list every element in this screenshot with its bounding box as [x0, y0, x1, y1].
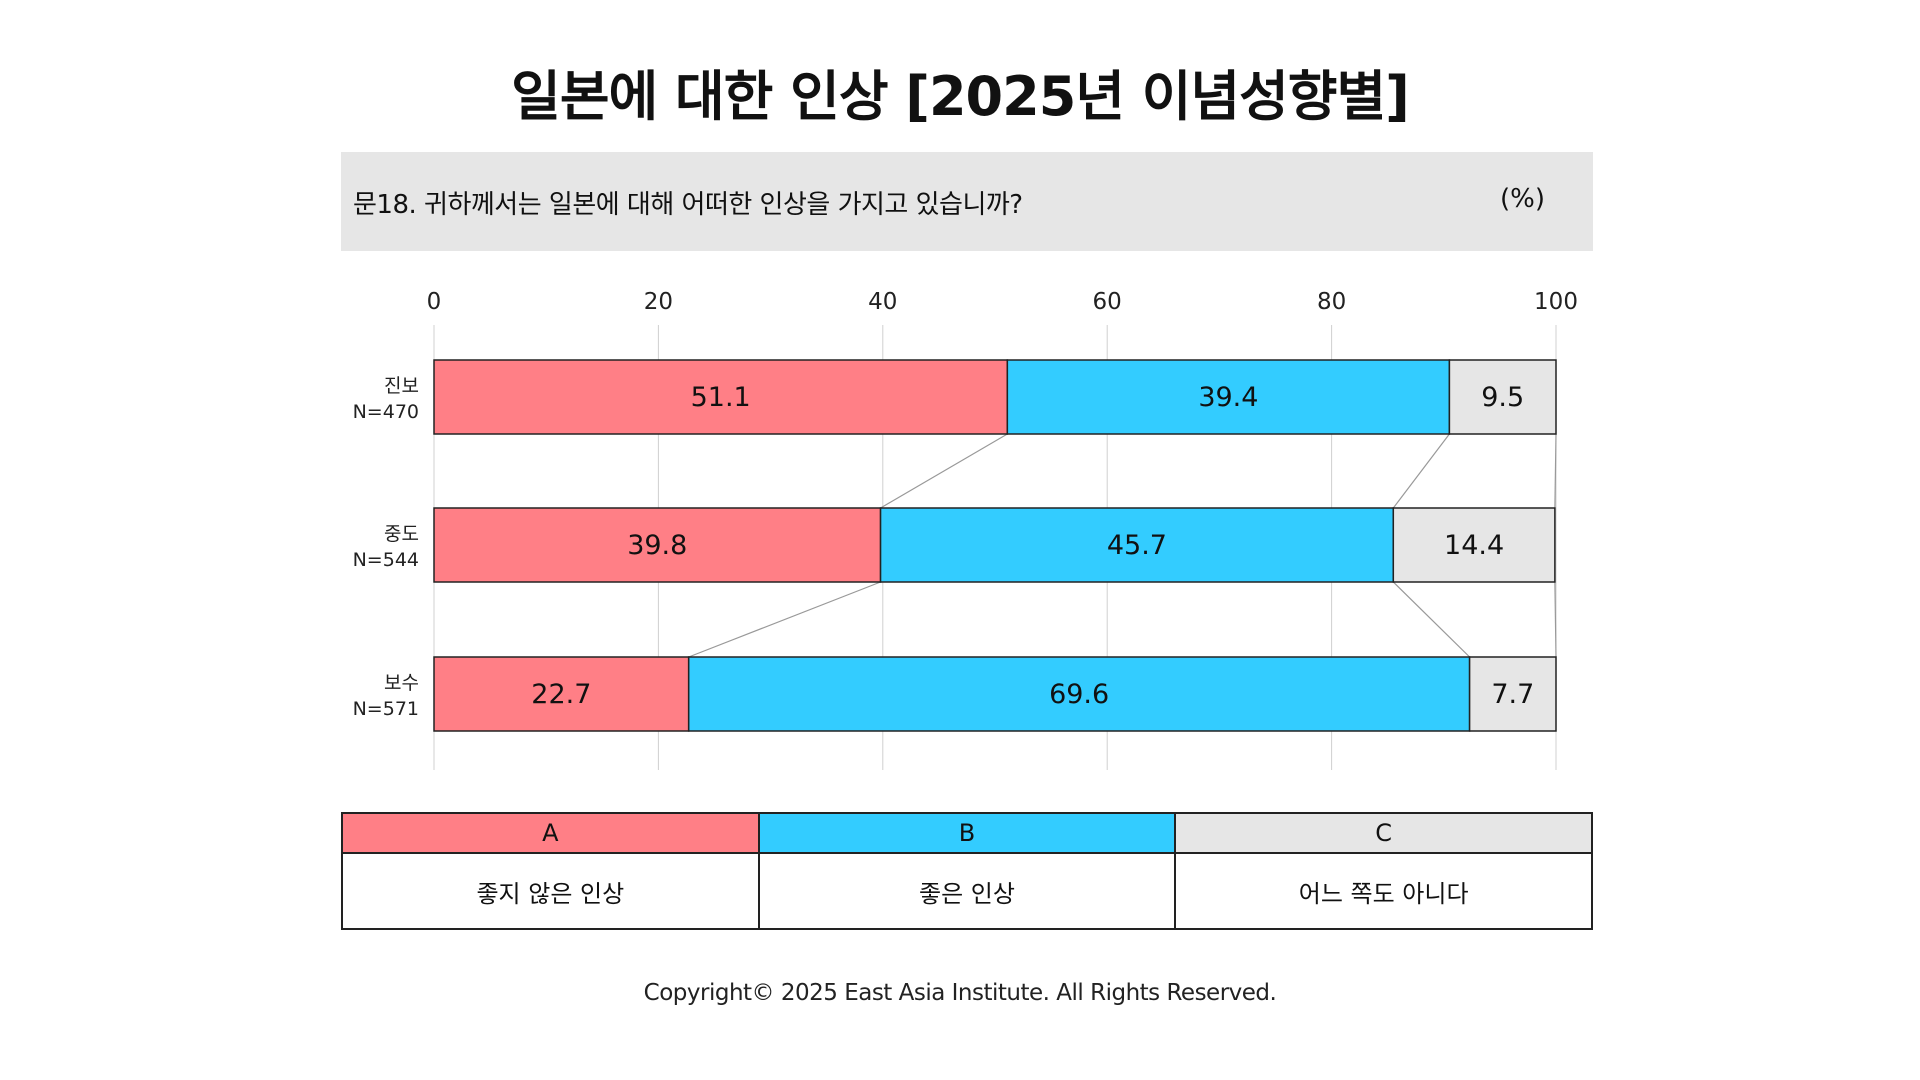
- x-tick-label: 100: [1534, 289, 1578, 315]
- x-tick-label: 20: [644, 289, 673, 315]
- data-label: 45.7: [1107, 530, 1167, 561]
- chart-title: 일본에 대한 인상 [2025년 이념성향별]: [511, 65, 1410, 128]
- bar-segment-b: [1006, 359, 1451, 435]
- x-tick-label: 0: [427, 289, 442, 315]
- x-tick-label: 80: [1317, 289, 1346, 315]
- connector-line: [1392, 433, 1450, 509]
- data-label: 22.7: [531, 679, 591, 710]
- connector-line: [1554, 581, 1557, 658]
- bar-segment-c: [1468, 656, 1557, 732]
- copyright-notice: Copyright© 2025 East Asia Institute. All…: [643, 980, 1277, 1006]
- data-label: 39.4: [1198, 382, 1258, 413]
- category-label: 중도: [384, 523, 419, 545]
- question-banner: 문18. 귀하께서는 일본에 대해 어떠한 인상을 가지고 있습니까? (%): [341, 152, 1593, 251]
- legend-key-b: B: [757, 812, 1177, 854]
- legend-key-a: A: [341, 812, 760, 854]
- connector-line: [1554, 433, 1557, 509]
- data-label: 14.4: [1444, 530, 1504, 561]
- bar-segment-c: [1392, 507, 1556, 583]
- stacked-bar-chart: 0 20 40 60 80 100 51.1 39.4 9.5 진보 N=470 39.8 45.7 14…: [353, 289, 1578, 770]
- x-tick-label: 60: [1093, 289, 1122, 315]
- data-label: 69.6: [1049, 679, 1109, 710]
- x-tick-label: 40: [868, 289, 897, 315]
- data-label: 51.1: [691, 382, 751, 413]
- bar-segment-b: [687, 656, 1471, 732]
- connector-line: [880, 433, 1008, 509]
- data-label: 39.8: [627, 530, 687, 561]
- connector-line: [688, 581, 881, 658]
- connector-line: [1392, 581, 1471, 658]
- legend-table: A B C 좋지 않은 인상 좋은 인상 어느 쪽도 아니다: [341, 812, 1593, 930]
- bar-segment-a: [433, 359, 1009, 435]
- data-label: 9.5: [1481, 382, 1524, 413]
- legend-key-c: C: [1174, 812, 1593, 854]
- category-label: 보수: [384, 672, 419, 694]
- bar-segment-c: [1448, 359, 1557, 435]
- legend-desc-c: 어느 쪽도 아니다: [1174, 852, 1593, 930]
- data-label: 7.7: [1491, 679, 1534, 710]
- legend-desc-b: 좋은 인상: [757, 852, 1177, 930]
- category-sample-size: N=544: [353, 549, 419, 571]
- legend-desc-a: 좋지 않은 인상: [341, 852, 760, 930]
- category-sample-size: N=470: [353, 401, 419, 423]
- question-text: 문18. 귀하께서는 일본에 대해 어떠한 인상을 가지고 있습니까?: [353, 190, 1023, 220]
- category-sample-size: N=571: [353, 698, 419, 720]
- unit-label: (%): [1500, 184, 1545, 214]
- category-label: 진보: [384, 375, 419, 397]
